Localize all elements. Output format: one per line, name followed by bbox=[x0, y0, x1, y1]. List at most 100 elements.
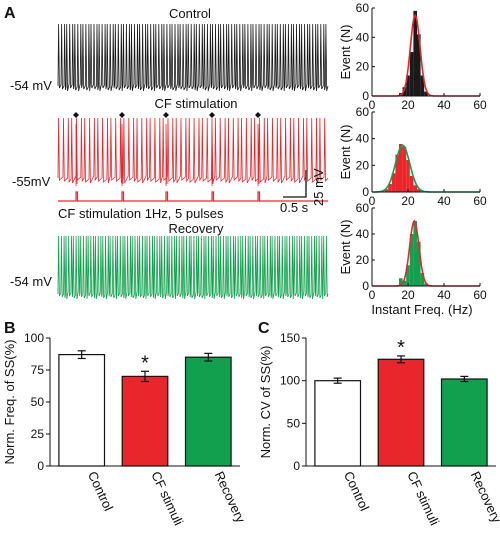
panel-label-b: B bbox=[4, 320, 16, 337]
hist-x-label: Instant Freq. (Hz) bbox=[371, 302, 472, 317]
hist-fit-line bbox=[372, 219, 480, 287]
hist-bar-1 bbox=[402, 280, 407, 286]
hist-x-tick-label-2: 40 bbox=[437, 194, 451, 208]
category-label-2: Recovery bbox=[468, 469, 500, 526]
hist-y-tick-label-2: 40 bbox=[356, 132, 370, 146]
category-label-0: Control bbox=[85, 469, 116, 513]
hist-y-tick-label-1: 20 bbox=[356, 158, 370, 172]
scale-bar-time: 0.5 s bbox=[280, 200, 309, 215]
hist-bar-5 bbox=[417, 241, 421, 286]
hist-y-tick-label-0: 0 bbox=[362, 279, 369, 293]
hist-bar-6 bbox=[420, 273, 425, 286]
bar-y-tick-label-2: 100 bbox=[280, 374, 300, 388]
bar-chart-frequency: Control * CF stimuli Recovery 0 25 50 75 100 Norm… bbox=[2, 331, 249, 528]
hist-bar-8 bbox=[413, 185, 417, 192]
hist-bar-7 bbox=[424, 91, 428, 96]
hist-y-tick-label-0: 0 bbox=[362, 185, 369, 199]
hist-x-tick-label-0: 0 bbox=[369, 98, 376, 112]
trace-title-recovery: Recovery bbox=[169, 221, 224, 236]
scale-bar-voltage: 25 mV bbox=[311, 168, 326, 206]
hist-x-tick-label-2: 40 bbox=[437, 288, 451, 302]
bar-0 bbox=[58, 354, 106, 467]
trace-title-control: Control bbox=[169, 6, 211, 21]
hist-y-tick-label-3: 60 bbox=[356, 201, 370, 215]
bar-y-tick-label-3: 150 bbox=[280, 331, 300, 345]
hist-bar-3 bbox=[409, 234, 414, 286]
hist-bar-6 bbox=[406, 160, 410, 192]
hist-bar-4 bbox=[399, 144, 403, 192]
hist-bar-9 bbox=[417, 189, 421, 192]
hist-y-tick-label-3: 60 bbox=[356, 1, 370, 15]
hist-bar-5 bbox=[402, 146, 407, 192]
bar-0 bbox=[314, 380, 362, 467]
hist-y-label: Event (N) bbox=[338, 25, 353, 80]
cf-marker-4 bbox=[255, 112, 261, 118]
hist-bar-0 bbox=[384, 189, 389, 192]
hist-x-tick-label-3: 60 bbox=[473, 194, 487, 208]
hist-bar-7 bbox=[409, 176, 414, 192]
cf-marker-0 bbox=[73, 112, 79, 118]
bar-1 bbox=[121, 375, 169, 467]
category-label-1: CF stimuli bbox=[404, 469, 442, 528]
hist-fit-line bbox=[372, 13, 480, 97]
hist-y-tick-label-1: 20 bbox=[356, 60, 370, 74]
hist-y-label: Event (N) bbox=[338, 220, 353, 275]
hist-x-tick-label-1: 20 bbox=[401, 288, 415, 302]
hist-y-tick-label-1: 20 bbox=[356, 253, 370, 267]
hist-bar-5 bbox=[417, 34, 421, 96]
hist-x-tick-label-0: 0 bbox=[369, 288, 376, 302]
voltage-trace-control bbox=[57, 23, 329, 92]
bar-y-tick-label-3: 75 bbox=[31, 363, 45, 377]
hist-bar-2 bbox=[391, 173, 396, 192]
voltage-trace-recovery bbox=[57, 235, 329, 300]
hist-bar-2 bbox=[406, 265, 410, 286]
cf-marker-3 bbox=[209, 112, 215, 118]
stimulus-trace bbox=[58, 191, 328, 202]
hist-x-tick-label-1: 20 bbox=[401, 194, 415, 208]
baseline-label-cf: -55mV bbox=[12, 174, 51, 189]
hist-x-tick-label-1: 20 bbox=[401, 98, 415, 112]
panel-label-a: A bbox=[4, 5, 16, 22]
bar-2 bbox=[440, 378, 488, 467]
hist-y-tick-label-3: 60 bbox=[356, 105, 370, 119]
trace-title-cf: CF stimulation bbox=[154, 96, 237, 111]
significance-marker-1: * bbox=[397, 337, 405, 359]
bar-2 bbox=[184, 356, 232, 467]
category-label-1: CF stimuli bbox=[148, 469, 186, 528]
hist-y-label: Event (N) bbox=[338, 125, 353, 180]
cf-marker-1 bbox=[119, 112, 125, 118]
bar-y-tick-label-2: 50 bbox=[31, 395, 45, 409]
bar-y-tick-label-0: 0 bbox=[37, 459, 44, 473]
category-label-2: Recovery bbox=[212, 469, 249, 526]
bar-y-tick-label-1: 50 bbox=[287, 416, 301, 430]
bar-y-tick-label-0: 0 bbox=[293, 459, 300, 473]
hist-y-tick-label-2: 40 bbox=[356, 30, 370, 44]
hist-y-tick-label-0: 0 bbox=[362, 89, 369, 103]
hist-bar-7 bbox=[424, 283, 428, 286]
voltage-trace-cf bbox=[57, 117, 329, 186]
hist-bar-3 bbox=[409, 52, 414, 96]
bar-chart-cv: Control * CF stimuli Recovery 0 50 100 150 Norm.… bbox=[258, 331, 500, 528]
hist-x-tick-label-0: 0 bbox=[369, 194, 376, 208]
hist-x-tick-label-3: 60 bbox=[473, 98, 487, 112]
hist-bar-2 bbox=[406, 75, 410, 96]
bar-y-tick-label-4: 100 bbox=[24, 331, 44, 345]
bar-y-tick-label-1: 25 bbox=[31, 427, 45, 441]
panel-label-c: C bbox=[258, 320, 270, 337]
stim-label: CF stimulation 1Hz, 5 pulses bbox=[58, 206, 224, 221]
cf-markers bbox=[73, 112, 261, 118]
hist-bar-4 bbox=[413, 10, 417, 96]
hist-bar-1 bbox=[402, 87, 407, 96]
hist-fit-line bbox=[372, 144, 480, 193]
scale-bar: 0.5 s 25 mV bbox=[280, 168, 326, 215]
significance-marker-1: * bbox=[141, 352, 149, 374]
hist-y-tick-label-2: 40 bbox=[356, 227, 370, 241]
bar-1 bbox=[377, 358, 425, 467]
hist-bar-0 bbox=[399, 278, 403, 286]
bar-y-label: Norm. CV of SS(%) bbox=[258, 346, 273, 459]
bar-y-label: Norm. Freq. of SS(%) bbox=[2, 340, 17, 465]
